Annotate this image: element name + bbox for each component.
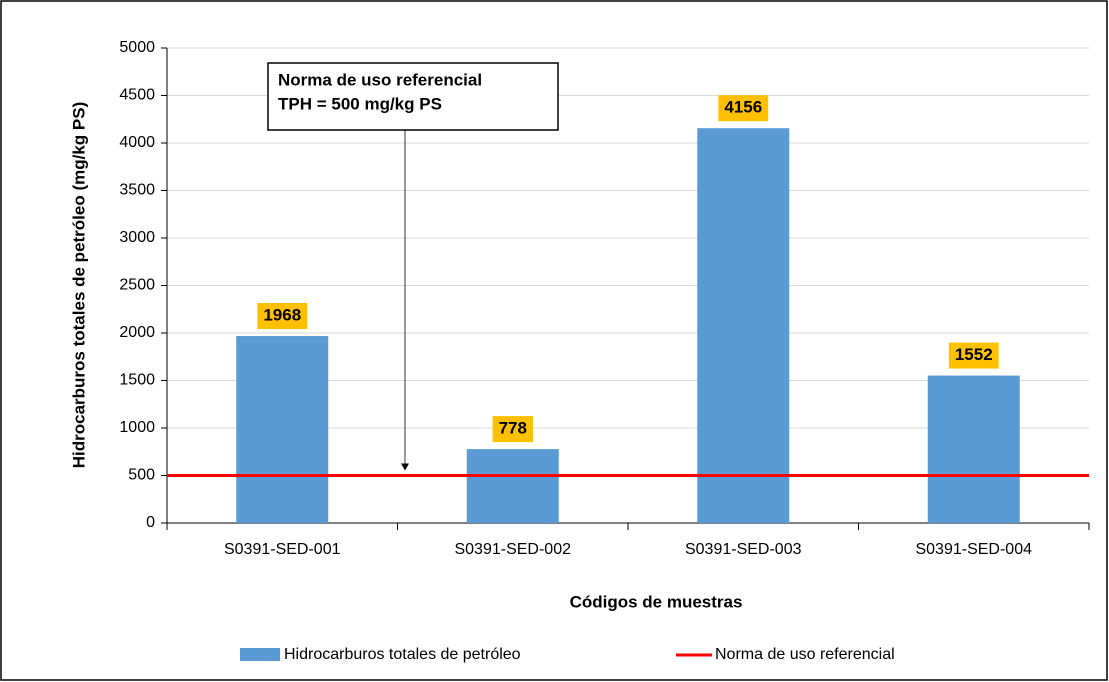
y-tick-label: 1000 <box>119 419 155 436</box>
data-label: 1552 <box>955 345 993 364</box>
y-tick-label: 1500 <box>119 372 155 389</box>
annotation-arrowhead <box>401 463 409 471</box>
y-tick-label: 2500 <box>119 277 155 294</box>
y-tick-label: 3500 <box>119 182 155 199</box>
y-tick-label: 2000 <box>119 324 155 341</box>
y-tick-label: 3000 <box>119 229 155 246</box>
data-label-bg <box>718 95 769 122</box>
x-axis-label: Códigos de muestras <box>570 592 743 611</box>
bar <box>697 128 790 523</box>
annotation-box <box>267 62 559 131</box>
legend-swatch <box>240 648 280 661</box>
x-tick-label: S0391-SED-001 <box>224 541 341 558</box>
data-label: 778 <box>499 419 527 438</box>
y-tick-label: 500 <box>128 467 155 484</box>
x-tick-label: S0391-SED-004 <box>915 541 1032 558</box>
annotation-text: TPH = 500 mg/kg PS <box>278 94 442 113</box>
data-label-bg <box>948 342 999 369</box>
bar <box>236 336 329 523</box>
y-tick-label: 4000 <box>119 134 155 151</box>
data-label-bg <box>492 416 533 443</box>
legend-label: Hidrocarburos totales de petróleo <box>284 646 521 663</box>
annotation-text: Norma de uso referencial <box>278 70 482 89</box>
x-tick-label: S0391-SED-003 <box>685 541 802 558</box>
x-tick-label: S0391-SED-002 <box>454 541 571 558</box>
data-label-bg <box>257 303 308 330</box>
y-tick-label: 4500 <box>119 87 155 104</box>
bar <box>466 449 559 523</box>
y-tick-label: 5000 <box>119 39 155 56</box>
data-label: 4156 <box>724 98 762 117</box>
y-tick-label: 0 <box>146 514 155 531</box>
y-axis-label: Hidrocarburos totales de petróleo (mg/kg… <box>69 102 88 469</box>
legend-label: Norma de uso referencial <box>715 646 895 663</box>
data-label: 1968 <box>263 306 301 325</box>
bar <box>927 375 1020 523</box>
